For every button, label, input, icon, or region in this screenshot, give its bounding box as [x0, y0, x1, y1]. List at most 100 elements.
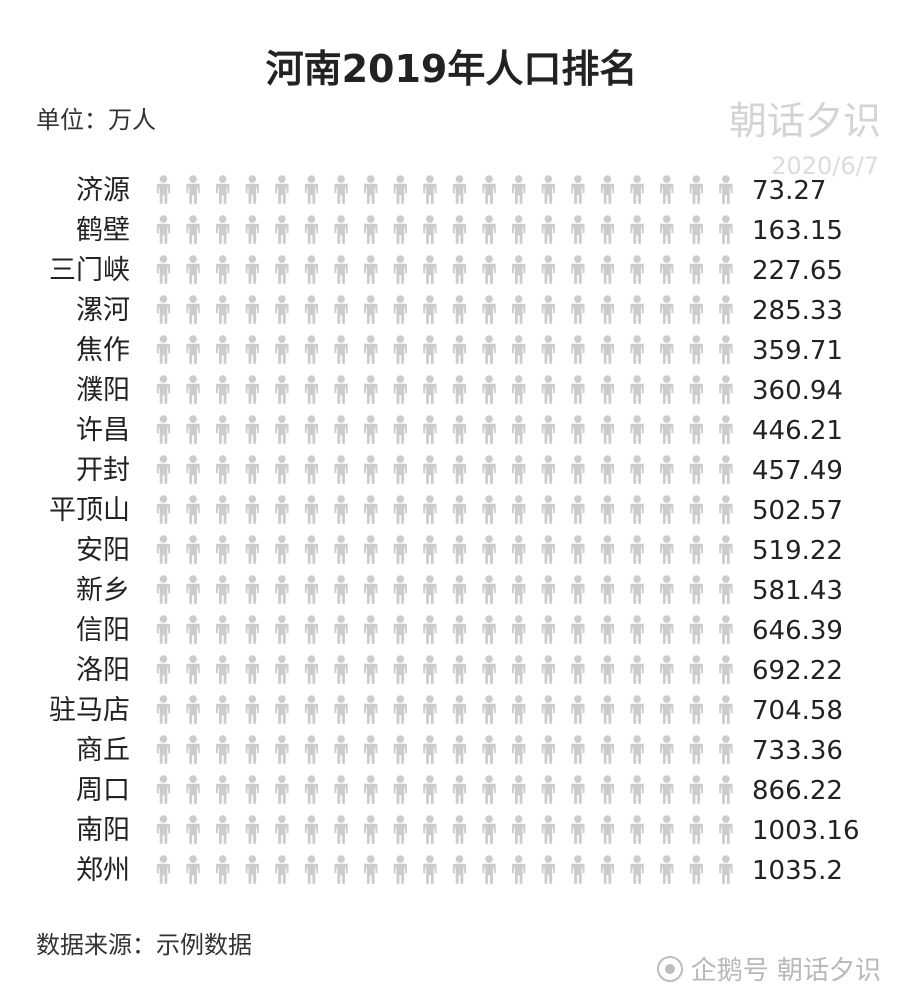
- person-icon-empty: [452, 375, 467, 404]
- person-icon-empty: [245, 495, 259, 524]
- value-label: 360.94: [752, 376, 843, 406]
- value-label: 285.33: [752, 296, 843, 326]
- person-icon-empty: [245, 535, 259, 564]
- person-icon-empty: [719, 495, 733, 524]
- person-icon-empty: [660, 215, 674, 244]
- person-icon-empty: [186, 655, 200, 684]
- person-icon-empty: [689, 655, 703, 684]
- person-icon-empty: [186, 215, 200, 244]
- person-icon-empty: [393, 175, 407, 204]
- person-icon-empty: [275, 295, 289, 324]
- person-icon-empty: [452, 855, 467, 884]
- chart-row: 济源 73.27: [76, 175, 826, 206]
- person-icon-empty: [630, 255, 644, 284]
- person-icon-empty: [719, 535, 733, 564]
- person-icon-empty: [600, 495, 615, 524]
- person-icon-empty: [393, 855, 407, 884]
- person-icon-empty: [304, 175, 319, 204]
- person-icon-empty: [452, 575, 467, 604]
- watermark-date: 2020/6/7: [771, 152, 879, 180]
- value-label: 457.49: [752, 456, 843, 486]
- person-icon-empty: [482, 415, 496, 444]
- person-icon-empty: [275, 815, 289, 844]
- person-icon-empty: [512, 415, 526, 444]
- person-icon-empty: [689, 175, 703, 204]
- person-icon-empty: [186, 495, 200, 524]
- person-icon-empty: [245, 735, 259, 764]
- person-icon-empty: [689, 495, 703, 524]
- person-icon-empty: [364, 615, 378, 644]
- person-icon-empty: [660, 735, 674, 764]
- person-icon-empty: [719, 615, 733, 644]
- person-icon-empty: [156, 815, 171, 844]
- value-label: 227.65: [752, 256, 843, 286]
- person-icon-empty: [156, 615, 171, 644]
- person-icon-empty: [512, 215, 526, 244]
- person-icon-empty: [512, 815, 526, 844]
- person-icon-empty: [482, 815, 496, 844]
- person-icon-empty: [393, 815, 407, 844]
- person-icon-empty: [245, 215, 259, 244]
- person-icon-empty: [689, 575, 703, 604]
- person-icon-empty: [364, 415, 378, 444]
- person-icon-empty: [571, 455, 585, 484]
- person-icon-empty: [541, 815, 555, 844]
- person-icon-empty: [156, 255, 171, 284]
- person-icon-empty: [600, 735, 615, 764]
- person-icon-empty: [245, 655, 259, 684]
- chart-row: 安阳 519.22: [76, 535, 843, 566]
- person-icon-empty: [275, 775, 289, 804]
- person-icon-empty: [334, 215, 348, 244]
- person-icon-empty: [719, 175, 733, 204]
- person-icon-empty: [186, 815, 200, 844]
- person-icon-empty: [452, 695, 467, 724]
- person-icon-empty: [393, 335, 407, 364]
- person-icon-empty: [630, 735, 644, 764]
- chart-row: 新乡 581.43: [76, 575, 843, 606]
- footer-brand: 企鹅号 朝话夕识: [656, 950, 881, 987]
- person-icon-empty: [216, 455, 230, 484]
- person-icon-empty: [334, 255, 348, 284]
- person-icon-empty: [334, 855, 348, 884]
- person-icon-empty: [660, 415, 674, 444]
- person-icon-empty: [304, 335, 319, 364]
- person-icon-empty: [571, 175, 585, 204]
- person-icon-empty: [364, 855, 378, 884]
- person-icon-empty: [541, 175, 555, 204]
- person-icon-empty: [571, 215, 585, 244]
- person-icon-empty: [541, 215, 555, 244]
- person-icon-empty: [216, 495, 230, 524]
- person-icon-empty: [512, 615, 526, 644]
- person-icon-empty: [304, 815, 319, 844]
- person-icon-empty: [689, 535, 703, 564]
- chart-row: 周口 866.22: [76, 775, 843, 806]
- person-icon-empty: [571, 255, 585, 284]
- person-icon-empty: [245, 295, 259, 324]
- person-icon-empty: [571, 415, 585, 444]
- person-icon-empty: [216, 335, 230, 364]
- person-icon-empty: [304, 655, 319, 684]
- person-icon-empty: [423, 615, 437, 644]
- person-icon-empty: [304, 735, 319, 764]
- person-icon-empty: [630, 655, 644, 684]
- person-icon-empty: [571, 495, 585, 524]
- value-label: 704.58: [752, 696, 843, 726]
- category-label: 新乡: [76, 575, 130, 606]
- person-icon-empty: [393, 215, 407, 244]
- chart-title: 河南2019年人口排名: [265, 47, 638, 91]
- person-icon-empty: [156, 455, 171, 484]
- person-icon-empty: [600, 215, 615, 244]
- person-icon-empty: [600, 855, 615, 884]
- person-icon-empty: [364, 575, 378, 604]
- person-icon-empty: [364, 215, 378, 244]
- chart-row: 漯河 285.33: [76, 295, 843, 326]
- person-icon-empty: [186, 295, 200, 324]
- person-icon-empty: [423, 375, 437, 404]
- person-icon-empty: [304, 535, 319, 564]
- person-icon-empty: [482, 295, 496, 324]
- person-icon-empty: [364, 255, 378, 284]
- person-icon-empty: [571, 335, 585, 364]
- person-icon-empty: [186, 415, 200, 444]
- person-icon-empty: [452, 655, 467, 684]
- person-icon-empty: [452, 615, 467, 644]
